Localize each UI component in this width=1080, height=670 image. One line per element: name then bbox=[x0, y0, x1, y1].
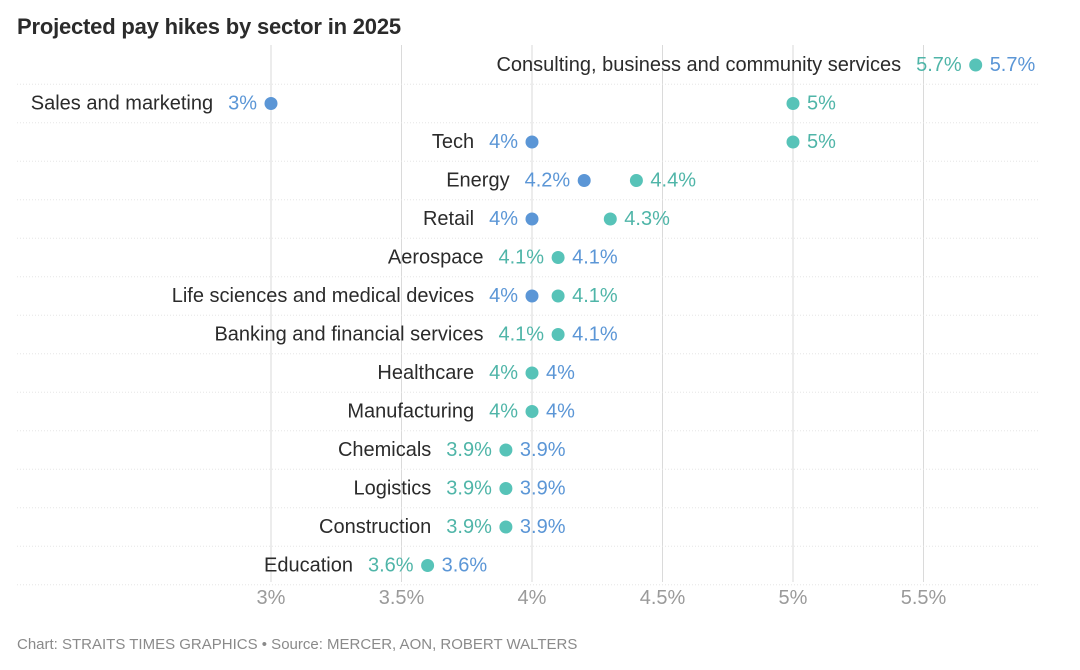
category-label: Education bbox=[264, 555, 353, 577]
high-value-label: 5% bbox=[807, 93, 836, 115]
low-value-label: 4% bbox=[489, 131, 518, 153]
dumbbell-row: 4% Manufacturing 4% bbox=[347, 401, 575, 423]
high-value-label: 3.9% bbox=[520, 478, 566, 500]
value-dot bbox=[421, 559, 435, 572]
dumbbell-row: 3% Sales and marketing 5% bbox=[31, 93, 836, 115]
value-dot bbox=[551, 328, 565, 341]
low-dot bbox=[264, 97, 278, 110]
low-value-label: 3.6% bbox=[368, 555, 414, 577]
dumbbell-row: 4% Life sciences and medical devices 4.1% bbox=[172, 285, 618, 307]
x-tick-label: 5.5% bbox=[901, 587, 947, 609]
category-label: Life sciences and medical devices bbox=[172, 285, 474, 307]
dumbbell-row: 4% Retail 4.3% bbox=[423, 208, 670, 230]
high-dot bbox=[603, 212, 617, 226]
value-dot bbox=[969, 58, 983, 72]
high-value-label: 4.1% bbox=[572, 247, 618, 269]
x-tick-label: 3.5% bbox=[379, 587, 425, 609]
data-rows: 5.7% Consulting, business and community s… bbox=[31, 54, 1036, 577]
low-dot bbox=[577, 174, 591, 187]
high-value-label: 3.9% bbox=[520, 516, 566, 538]
dumbbell-row: 4% Tech 5% bbox=[432, 131, 836, 153]
low-dot bbox=[525, 289, 539, 303]
value-dot bbox=[525, 366, 539, 380]
dumbbell-row: 4% Healthcare 4% bbox=[377, 362, 575, 384]
high-value-label: 4% bbox=[546, 362, 575, 384]
chart-title: Projected pay hikes by sector in 2025 bbox=[17, 14, 401, 39]
low-value-label: 4% bbox=[489, 401, 518, 423]
low-value-label: 4% bbox=[489, 208, 518, 230]
high-dot bbox=[786, 97, 800, 110]
high-value-label: 4.1% bbox=[572, 324, 618, 346]
dumbbell-row: 3.9% Construction 3.9% bbox=[319, 516, 566, 538]
category-label: Banking and financial services bbox=[214, 324, 483, 346]
dumbbell-row: 4.1% Aerospace 4.1% bbox=[388, 247, 618, 269]
high-value-label: 3.9% bbox=[520, 439, 566, 461]
category-label: Aerospace bbox=[388, 247, 484, 269]
category-label: Construction bbox=[319, 516, 431, 538]
x-axis-ticks: 3% 3.5% 4% 4.5% 5% 5.5% bbox=[257, 587, 947, 609]
low-value-label: 4.1% bbox=[499, 247, 545, 269]
low-value-label: 4.1% bbox=[499, 324, 545, 346]
high-value-label: 4.3% bbox=[624, 208, 670, 230]
gridlines bbox=[270, 45, 924, 582]
category-label: Tech bbox=[432, 131, 474, 153]
low-value-label: 4.2% bbox=[525, 170, 571, 192]
high-value-label: 3.6% bbox=[442, 555, 488, 577]
dumbbell-row: 3.6% Education 3.6% bbox=[264, 555, 487, 577]
value-dot bbox=[551, 251, 565, 264]
high-value-label: 5% bbox=[807, 131, 836, 153]
category-label: Manufacturing bbox=[347, 401, 474, 423]
low-dot bbox=[525, 135, 539, 149]
low-value-label: 3.9% bbox=[446, 478, 492, 500]
x-tick-label: 5% bbox=[779, 587, 808, 609]
x-tick-label: 3% bbox=[257, 587, 286, 609]
low-value-label: 3.9% bbox=[446, 439, 492, 461]
high-value-label: 4.4% bbox=[650, 170, 696, 192]
value-dot bbox=[499, 443, 513, 457]
x-tick-label: 4.5% bbox=[640, 587, 686, 609]
low-value-label: 4% bbox=[489, 362, 518, 384]
dumbbell-row: 3.9% Logistics 3.9% bbox=[353, 478, 565, 500]
row-separators bbox=[17, 83, 1038, 586]
x-tick-label: 4% bbox=[518, 587, 547, 609]
dumbbell-row: 4.1% Banking and financial services 4.1% bbox=[214, 324, 617, 346]
category-label: Sales and marketing bbox=[31, 93, 213, 115]
dumbbell-row: 3.9% Chemicals 3.9% bbox=[338, 439, 566, 461]
chart-source-note: Chart: STRAITS TIMES GRAPHICS • Source: … bbox=[17, 636, 578, 653]
high-value-label: 5.7% bbox=[990, 54, 1036, 76]
high-dot bbox=[551, 289, 565, 303]
high-value-label: 4.1% bbox=[572, 285, 618, 307]
dumbbell-row: 4.2% Energy 4.4% bbox=[446, 170, 696, 192]
category-label: Retail bbox=[423, 208, 474, 230]
low-dot bbox=[525, 212, 539, 226]
category-label: Healthcare bbox=[377, 362, 474, 384]
low-value-label: 5.7% bbox=[916, 54, 962, 76]
dumbbell-row: 5.7% Consulting, business and community s… bbox=[496, 54, 1035, 76]
value-dot bbox=[525, 405, 539, 418]
dumbbell-chart: 5.7% Consulting, business and community s… bbox=[17, 45, 1038, 609]
category-label: Logistics bbox=[353, 478, 431, 500]
category-label: Energy bbox=[446, 170, 509, 192]
low-value-label: 4% bbox=[489, 285, 518, 307]
high-dot bbox=[629, 174, 643, 187]
category-label: Consulting, business and community servi… bbox=[496, 54, 901, 76]
value-dot bbox=[499, 520, 513, 534]
high-dot bbox=[786, 135, 800, 149]
category-label: Chemicals bbox=[338, 439, 431, 461]
low-value-label: 3% bbox=[228, 93, 257, 115]
high-value-label: 4% bbox=[546, 401, 575, 423]
low-value-label: 3.9% bbox=[446, 516, 492, 538]
value-dot bbox=[499, 482, 513, 495]
